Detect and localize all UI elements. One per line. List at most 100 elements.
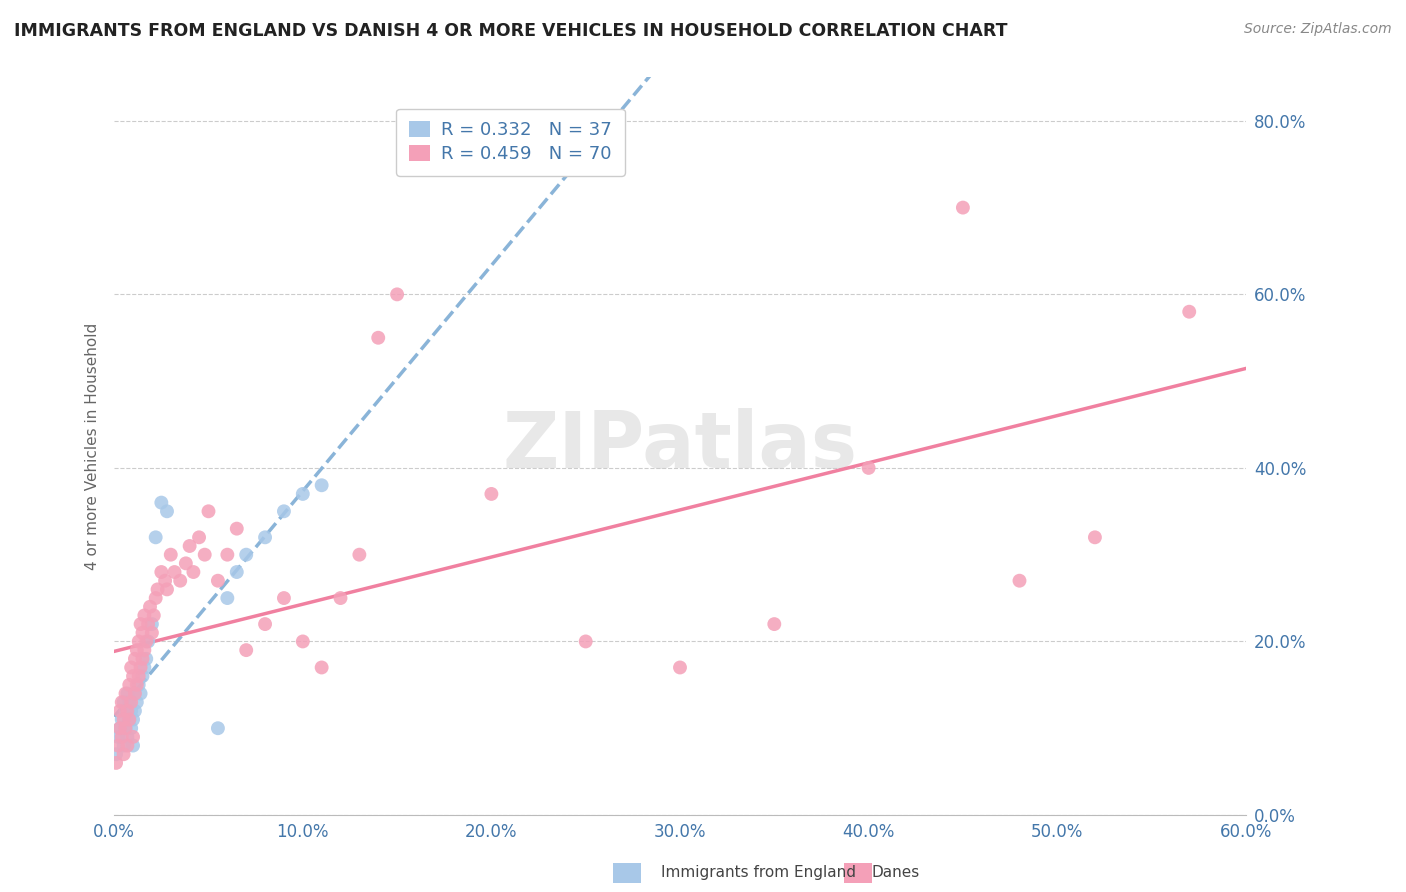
Point: [114, 721, 136, 735]
Point: [124, 704, 146, 718]
Y-axis label: 4 or more Vehicles in Household: 4 or more Vehicles in Household: [86, 323, 100, 570]
Point: [118, 713, 141, 727]
Point: [145, 530, 167, 544]
Point: [112, 739, 135, 753]
Point: [235, 548, 257, 562]
Point: [174, 557, 197, 571]
Point: [311, 660, 333, 674]
Point: [125, 643, 148, 657]
Point: [117, 739, 139, 753]
Point: [156, 504, 179, 518]
Point: [225, 565, 247, 579]
Point: [291, 634, 314, 648]
Point: [225, 522, 247, 536]
Point: [124, 686, 146, 700]
Point: [118, 678, 141, 692]
Point: [179, 539, 201, 553]
Point: [163, 565, 186, 579]
Text: Danes: Danes: [872, 865, 920, 880]
Point: [117, 686, 139, 700]
Point: [349, 548, 371, 562]
Point: [122, 713, 145, 727]
Point: [141, 625, 163, 640]
Point: [136, 634, 159, 648]
Point: [117, 704, 139, 718]
Point: [131, 625, 153, 640]
Point: [128, 678, 150, 692]
Point: [111, 695, 134, 709]
Legend: R = 0.332   N = 37, R = 0.459   N = 70: R = 0.332 N = 37, R = 0.459 N = 70: [396, 109, 624, 176]
Point: [156, 582, 179, 597]
Point: [122, 669, 145, 683]
Point: [329, 591, 352, 605]
Point: [120, 704, 142, 718]
Point: [112, 713, 135, 727]
Point: [108, 704, 131, 718]
Point: [150, 565, 173, 579]
Point: [122, 739, 145, 753]
Point: [1008, 574, 1031, 588]
Point: [153, 574, 176, 588]
Point: [142, 608, 165, 623]
Point: [114, 686, 136, 700]
Point: [273, 591, 295, 605]
Text: ZIPatlas: ZIPatlas: [502, 409, 858, 484]
Point: [118, 695, 141, 709]
Text: IMMIGRANTS FROM ENGLAND VS DANISH 4 OR MORE VEHICLES IN HOUSEHOLD CORRELATION CH: IMMIGRANTS FROM ENGLAND VS DANISH 4 OR M…: [14, 22, 1008, 40]
Point: [111, 730, 134, 744]
Point: [194, 548, 217, 562]
Point: [159, 548, 181, 562]
Point: [1178, 304, 1201, 318]
Point: [134, 643, 156, 657]
Point: [1084, 530, 1107, 544]
Point: [235, 643, 257, 657]
Point: [114, 721, 136, 735]
Point: [254, 617, 277, 632]
Point: [145, 591, 167, 605]
Point: [311, 478, 333, 492]
Point: [273, 504, 295, 518]
Point: [112, 747, 135, 762]
Point: [124, 686, 146, 700]
Point: [134, 608, 156, 623]
Point: [120, 660, 142, 674]
Point: [108, 721, 131, 735]
Point: [129, 660, 152, 674]
Point: [125, 695, 148, 709]
Point: [129, 686, 152, 700]
Point: [107, 730, 129, 744]
Point: [107, 739, 129, 753]
Point: [479, 487, 502, 501]
Point: [135, 652, 157, 666]
Text: Source: ZipAtlas.com: Source: ZipAtlas.com: [1244, 22, 1392, 37]
Point: [120, 721, 142, 735]
Point: [169, 574, 191, 588]
Point: [131, 669, 153, 683]
Point: [217, 591, 239, 605]
Point: [117, 730, 139, 744]
Point: [858, 461, 880, 475]
Point: [367, 331, 389, 345]
Point: [207, 721, 229, 735]
Point: [146, 582, 169, 597]
Point: [118, 713, 141, 727]
Point: [763, 617, 786, 632]
Point: [131, 652, 153, 666]
Point: [575, 634, 598, 648]
Point: [385, 287, 408, 301]
Point: [125, 678, 148, 692]
Point: [291, 487, 314, 501]
Point: [139, 599, 162, 614]
Point: [141, 617, 163, 632]
Point: [135, 634, 157, 648]
Point: [105, 747, 128, 762]
Point: [128, 634, 150, 648]
Point: [197, 504, 219, 518]
Text: Immigrants from England: Immigrants from England: [661, 865, 856, 880]
Point: [111, 713, 134, 727]
Point: [150, 495, 173, 509]
Point: [124, 652, 146, 666]
Point: [134, 660, 156, 674]
Point: [114, 704, 136, 718]
Point: [105, 756, 128, 770]
